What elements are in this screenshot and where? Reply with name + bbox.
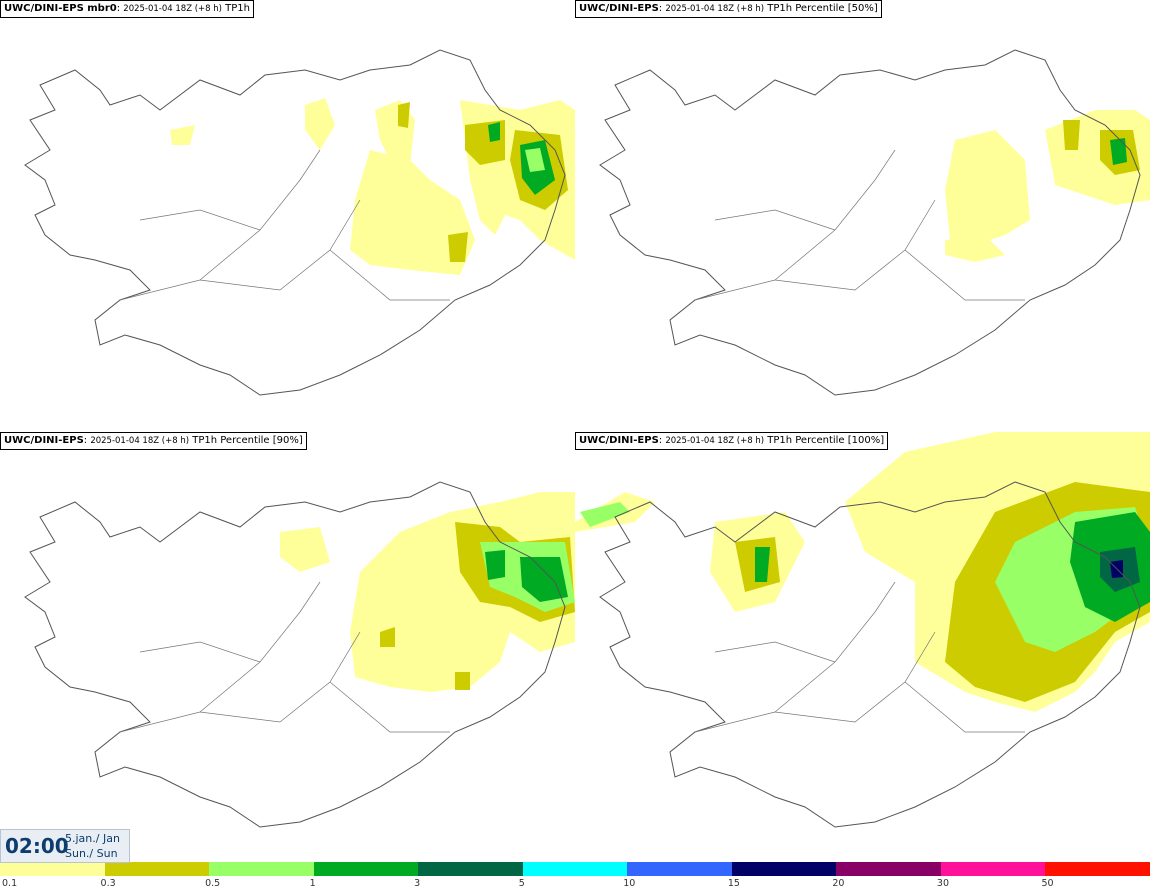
legend-swatch [104, 862, 210, 876]
precip-central-area [350, 150, 475, 275]
precip-olive-patch [1063, 120, 1080, 150]
legend-tick-label: 0.1 [2, 878, 18, 889]
precip-olive-patch [380, 627, 395, 647]
precip-north-patch [280, 527, 330, 572]
precip-olive-patch-2 [448, 232, 468, 262]
legend-tick-label: 3 [414, 878, 421, 889]
legend-tick-label: 5 [518, 878, 525, 889]
precip-central-area [945, 130, 1030, 245]
valid-time-date: 5.jan./ Jan [65, 832, 120, 845]
iceland-interior-lines [119, 149, 450, 301]
precip-olive-patch-2 [455, 672, 470, 690]
panel-title: UWC/DINI-EPS: 2025-01-04 18Z (+8 h) TP1h… [575, 432, 889, 450]
precip-east-green [1110, 138, 1127, 165]
precip-field [945, 110, 1150, 262]
legend-tick-label: 0.5 [205, 878, 221, 889]
iceland-interior-lines [694, 149, 1025, 301]
map-panel-p100[interactable]: UWC/DINI-EPS: 2025-01-04 18Z (+8 h) TP1h… [575, 432, 1150, 862]
iceland-interior-lines [119, 581, 450, 733]
precip-north-olive [398, 102, 410, 128]
legend-swatch [627, 862, 733, 876]
legend-swatch [209, 862, 315, 876]
legend-swatch [0, 862, 106, 876]
map-panel-p50[interactable]: UWC/DINI-EPS: 2025-01-04 18Z (+8 h) TP1h… [575, 0, 1150, 430]
precip-green-patch [755, 547, 770, 582]
legend-tick-label: 15 [727, 878, 740, 889]
legend-swatch [418, 862, 524, 876]
map-canvas [24, 481, 575, 828]
legend-tick-label: 10 [623, 878, 636, 889]
iceland-coastline [24, 481, 566, 828]
panel-title: UWC/DINI-EPS mbr0: 2025-01-04 18Z (+8 h)… [0, 0, 255, 18]
valid-time-box: 02:00 5.jan./ Jan Sun./ Sun [0, 829, 130, 863]
precip-field [170, 98, 575, 275]
legend-tick-label: 0.3 [100, 878, 116, 889]
precip-field [280, 492, 575, 692]
valid-time-day: Sun./ Sun [65, 847, 118, 860]
iceland-interior-lines [694, 581, 1025, 733]
precip-field [575, 432, 1150, 712]
legend-swatch [836, 862, 942, 876]
precip-color-legend: 0.1 0.3 0.5 1 3 5 10 15 20 30 50 [0, 862, 1150, 891]
iceland-coastline [599, 481, 1141, 828]
legend-tick-label: 30 [936, 878, 949, 889]
legend-swatch [313, 862, 419, 876]
legend-swatch [1045, 862, 1150, 876]
map-canvas [24, 49, 575, 396]
valid-time-clock: 02:00 [5, 834, 69, 858]
legend-tick-label: 20 [832, 878, 845, 889]
precip-northwest-patch [305, 98, 335, 150]
precip-south-patch [945, 235, 1005, 262]
precip-east-green [520, 557, 568, 602]
map-canvas [599, 49, 1150, 396]
precip-light-green [525, 148, 545, 172]
panel-title: UWC/DINI-EPS: 2025-01-04 18Z (+8 h) TP1h… [0, 432, 307, 450]
map-panel-mbr0[interactable]: UWC/DINI-EPS mbr0: 2025-01-04 18Z (+8 h)… [0, 0, 575, 430]
precip-green-patch [485, 550, 505, 580]
legend-tick-label: 1 [309, 878, 316, 889]
legend-swatch [731, 862, 837, 876]
precip-northwest-green [580, 502, 630, 527]
precip-green-patch [488, 122, 500, 142]
legend-swatch [940, 862, 1046, 876]
panel-title: UWC/DINI-EPS: 2025-01-04 18Z (+8 h) TP1h… [575, 0, 882, 18]
iceland-coastline [599, 49, 1141, 396]
legend-tick-label: 50 [1041, 878, 1054, 889]
map-panel-p90[interactable]: UWC/DINI-EPS: 2025-01-04 18Z (+8 h) TP1h… [0, 432, 575, 862]
precip-west-patch [170, 125, 195, 145]
legend-swatch [522, 862, 628, 876]
map-canvas [575, 432, 1150, 828]
iceland-coastline [24, 49, 566, 396]
